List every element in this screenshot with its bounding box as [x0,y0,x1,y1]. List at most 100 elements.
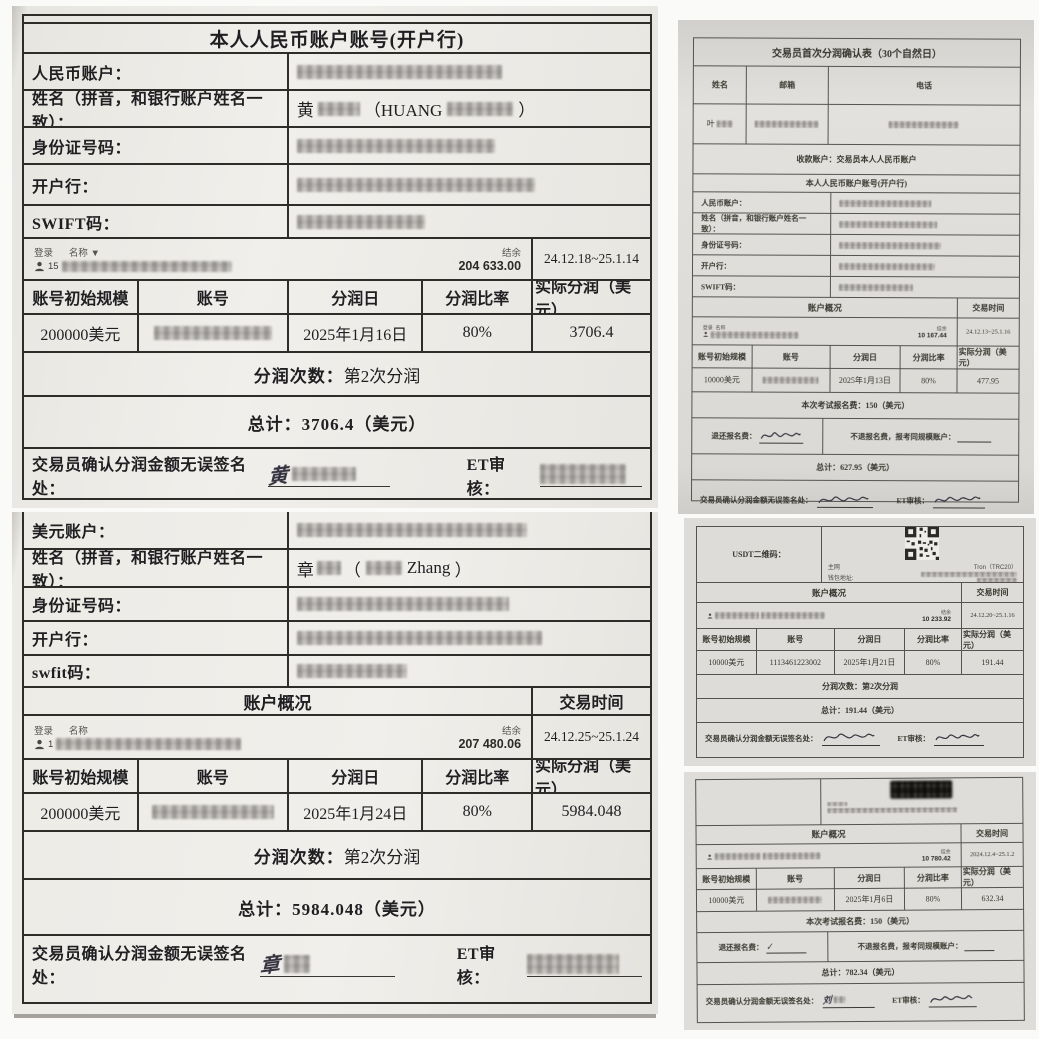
document-photo-1: 本人人民币账户账号(开户行) 人民币账户： 姓名（拼音，和银行账户姓名一致）： … [12,6,658,508]
col-header-profit: 实际分润（美元） [961,629,1023,650]
field-label: swfit码： [32,665,101,682]
network-label: 主网 [827,565,840,571]
cell-account-redacted [136,315,287,351]
cell-account-redacted [136,794,287,830]
redaction-block [153,326,272,340]
redaction-block [151,805,274,819]
doc3-total-row: 总计：5984.048（美元） [238,899,436,919]
field-value-redacted [286,54,650,89]
col-header-date: 分润日 [286,760,422,792]
doc1-field-bank: 开户行： [24,165,650,206]
document-photo-2: 交易员首次分润确认表（30个自然日） 姓名 邮箱 电话 叶 收款账户：交易员本人… [678,20,1034,514]
redaction-block [762,852,821,860]
col-header-ratio: 分润比率 [903,629,961,650]
doc1-field-swift: SWIFT码： [24,206,650,239]
cell-profit: 3706.4 [531,315,650,351]
doc2-inner-title: 本人人民币账户账号(开户行) [805,178,908,189]
col-header-initial: 账号初始规模 [32,770,129,787]
col-header-initial: 账号初始规模 [697,351,746,362]
contact-email-redacted [745,104,828,144]
account-summary-crop: 登录 名称 结余 10 167.44 [693,317,957,345]
redaction-block [296,138,495,153]
balance-label: 结余 [941,609,952,616]
redaction-block [296,664,407,678]
balance-value: 204 633.00 [458,259,522,273]
redaction-block [710,330,799,339]
trader-signature: 黄 [268,462,289,489]
balance-label: 结余 [936,325,947,332]
doc4-overview-header: 账户概况 交易时间 [697,583,1023,603]
signature-scribble [760,431,802,439]
doc3-field-name: 姓名（拼音，和银行账户姓名一致）： 章 （ Zhang ） [24,550,650,588]
doc2-title: 交易员首次分润确认表（30个自然日） [771,48,942,61]
doc4-qr-row: USDT二维码： [697,527,1023,583]
cell-date: 2025年1月6日 [833,888,905,911]
paren-open: （ [343,560,361,580]
col-header-account: 账号 [751,345,830,368]
cell-account-redacted [755,889,834,911]
col-header-profit: 实际分润（美元） [531,760,650,792]
field-value: 黄 （HUANG ） [286,91,650,126]
col-header-ratio: 分润比率 [899,346,957,369]
person-icon [35,261,44,271]
document-photo-3: 美元账户： 姓名（拼音，和银行账户姓名一致）： 章 （ Zhang ） 身份证号码：… [12,512,658,1014]
doc1-field-id: 身份证号码： [24,128,650,165]
balance-value: 10 780.42 [921,854,951,863]
redaction-block [827,802,848,807]
doc1-table-header-row: 账号初始规模 账号 分润日 分润比率 实际分润（美元） [24,281,650,315]
doc2-contact-values: 叶 [693,104,1020,146]
doc2-account-bar-row: 登录 名称 结余 10 167.44 24.12.13~25.1.16 [692,317,1019,347]
field-label: 人民币账户： [701,197,747,208]
redaction-block [365,561,402,575]
blank-line [957,431,992,443]
no-refund-label: 不退报名费，报考同规模账户： [857,941,963,952]
trading-period: 24.12.13~25.1.16 [956,318,1019,346]
time-label: 交易时间 [956,298,1019,318]
account-summary-crop: 结余 10 780.42 [697,843,961,868]
et-review-label: ET审核： [896,495,930,505]
trader-sign-label: 交易员确认分润金额无误签名处： [705,995,819,1006]
col-header-date: 分润日 [829,345,900,369]
cell-account: 1113461223002 [755,651,834,674]
doc2-table-header-row: 账号初始规模 账号 分润日 分润比率 实际分润（美元） [692,345,1019,370]
col-header-date: 分润日 [833,867,904,889]
redaction-block [838,283,913,291]
redaction-block [296,631,542,645]
times-label: 分润次数： [253,366,344,386]
trader-sign-label: 交易员确认分润金额无误签名处： [32,946,247,987]
signature-scribble [935,733,980,741]
redaction-block [716,120,733,128]
contact-name-visible: 叶 [706,119,715,129]
redaction-block [762,376,819,384]
field-label: 人民币账户： [32,65,132,83]
redaction-block [888,121,959,129]
doc4-table-header-row: 账号初始规模 账号 分润日 分润比率 实际分润（美元） [697,629,1023,651]
account-summary-crop: 登录 名称 ▼ 结余 15 204 633.00 [24,239,531,279]
redaction-block [296,177,535,192]
trading-period: 24.12.20~25.1.16 [961,603,1023,628]
document-photo-4: USDT二维码： [684,518,1036,766]
qr-code [905,527,940,560]
login-number-prefix: 1 [48,738,54,750]
et-review-label: ET审核： [456,946,496,987]
trader-signature: 章 [259,951,281,979]
et-review-label: ET审核： [897,733,931,743]
trading-period: 2024.12.4~25.1.2 [960,842,1023,867]
qr-code-blurred [890,780,953,799]
redaction-block [296,523,527,537]
cell-profit: 632.34 [960,887,1024,910]
cell-date: 2025年1月24日 [286,794,422,830]
col-header-account: 账号 [755,868,834,889]
field-label: 姓名（拼音，和银行账户姓名一致）： [32,550,264,586]
cell-ratio: 80% [421,315,531,351]
redaction-block [839,220,938,228]
trader-sign-label: 交易员确认分润金额无误签名处： [705,733,818,743]
cell-initial: 10000美元 [708,658,745,667]
redaction-block [56,738,242,750]
overview-label: 账户概况 [243,693,312,713]
person-icon [707,854,713,860]
field-label: 开户行： [32,632,99,649]
doc3-signature-row: 交易员确认分润金额无误签名处： 章 ET审核： [24,936,650,992]
doc3-times-row: 分润次数： 第2次分润 [24,832,650,878]
contact-col-name: 姓名 [711,80,728,90]
